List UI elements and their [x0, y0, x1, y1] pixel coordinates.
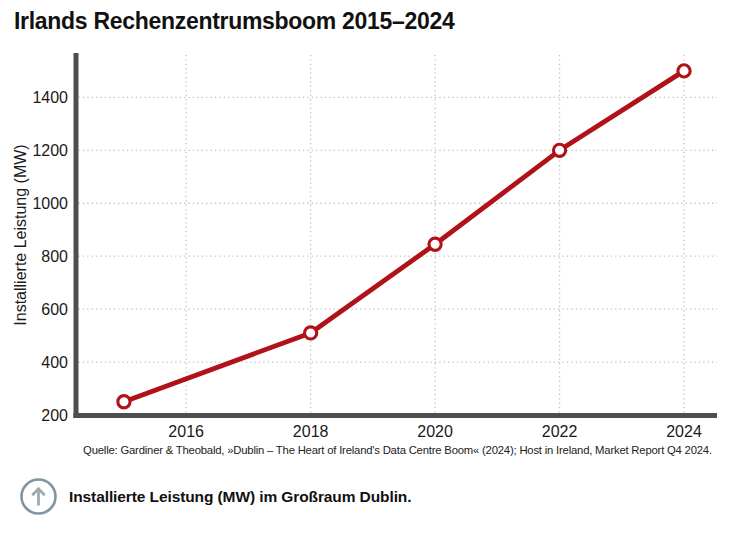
y-tick-label: 800 [41, 248, 68, 265]
x-tick-label: 2020 [417, 423, 453, 440]
x-tick-label: 2022 [542, 423, 578, 440]
x-tick-label: 2016 [168, 423, 204, 440]
x-tick-label: 2018 [293, 423, 329, 440]
caption: Installierte Leistung (MW) im Großraum D… [19, 477, 411, 516]
data-point-marker [305, 327, 317, 339]
line-chart: 200 400 600 800 1000 1200 1400 2016 2018 2020 2022… [0, 44, 753, 444]
data-point-marker [678, 65, 690, 77]
figure: Irlands Rechenzentrumsboom 2015–2024 200… [0, 0, 753, 537]
x-tick-label: 2024 [666, 423, 702, 440]
y-tick-label: 1000 [32, 195, 68, 212]
chart-title: Irlands Rechenzentrumsboom 2015–2024 [14, 8, 454, 35]
y-tick-label: 200 [41, 407, 68, 424]
y-tick-label: 600 [41, 301, 68, 318]
y-tick-label: 1200 [32, 142, 68, 159]
data-point-marker [429, 238, 441, 250]
y-axis-label: Installierte Leistung (MW) [12, 144, 29, 325]
caption-text: Installierte Leistung (MW) im Großraum D… [69, 488, 411, 506]
up-arrow-circle-icon [19, 477, 58, 516]
data-point-marker [118, 396, 130, 408]
data-line [124, 71, 684, 402]
source-note: Quelle: Gardiner & Theobald, »Dublin – T… [0, 444, 753, 456]
y-tick-label: 1400 [32, 89, 68, 106]
data-point-marker [553, 144, 565, 156]
y-tick-label: 400 [41, 354, 68, 371]
